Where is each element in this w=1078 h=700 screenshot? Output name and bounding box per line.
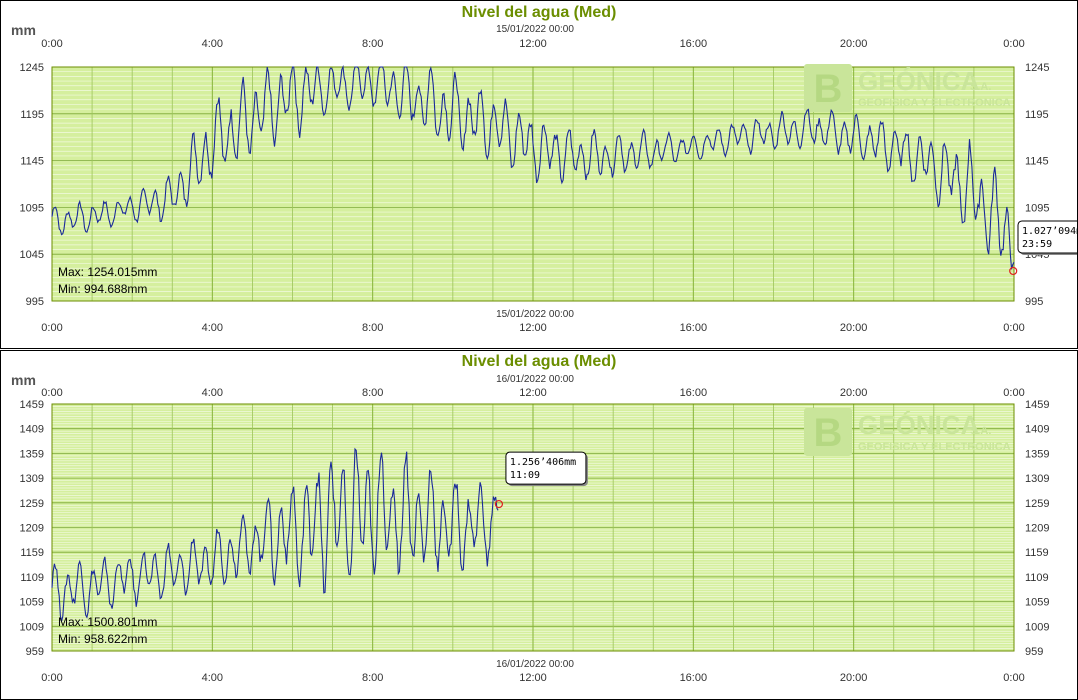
chart-1-y-tick-right: 1095 xyxy=(1025,202,1049,214)
chart-2-x-tick-bottom: 12:00 xyxy=(519,672,547,684)
chart-1-tooltip-marker xyxy=(1009,266,1018,276)
chart-2-y-tick-right: 1309 xyxy=(1025,473,1049,485)
chart-1-y-tick-right: 1245 xyxy=(1025,62,1049,74)
chart-2-y-tick-right: 1409 xyxy=(1025,424,1049,436)
chart-2-watermark-suffix: S.A. xyxy=(970,425,991,437)
chart-2-y-tick-left: 1159 xyxy=(20,547,44,559)
chart-2-y-tick-left: 1209 xyxy=(20,523,44,535)
chart-2-tooltip-box xyxy=(505,451,587,485)
chart-2-svg: Nivel del agua (Med) mm 16/01/2022 00:00 16… xyxy=(11,353,1049,684)
chart-1-x-tick-top: 16:00 xyxy=(680,38,708,50)
chart-2-y-tick-left: 959 xyxy=(26,646,44,658)
chart-panel-2: Nivel del agua (Med) mm 16/01/2022 00:00 16… xyxy=(0,350,1078,700)
chart-1-x-tick-top: 0:00 xyxy=(1003,38,1024,50)
chart-2-date-label-top: 16/01/2022 00:00 xyxy=(496,374,574,385)
chart-1-tooltip-time: 23:59 xyxy=(1022,239,1052,250)
chart-1-date-label-bottom: 15/01/2022 00:00 xyxy=(496,309,574,320)
chart-2-y-tick-right: 1009 xyxy=(1025,621,1049,633)
chart-1-y-tick-left: 1195 xyxy=(20,109,44,121)
chart-1-x-tick-top: 12:00 xyxy=(519,38,547,50)
chart-1-watermark-tagline: GEOFISICA Y ELECTRONICA xyxy=(858,97,1011,109)
chart-2-watermark-brand: GEÓNICA xyxy=(858,410,980,440)
chart-1-y-tick-left: 1045 xyxy=(20,249,44,261)
chart-2-y-tick-right: 1359 xyxy=(1025,448,1049,460)
chart-2-x-tick-bottom: 0:00 xyxy=(1003,672,1024,684)
chart-2-y-tick-right: 1059 xyxy=(1025,597,1049,609)
chart-2-y-tick-right: 1259 xyxy=(1025,498,1049,510)
chart-2-y-tick-right: 1109 xyxy=(1025,572,1049,584)
chart-1-y-tick-right: 995 xyxy=(1025,296,1043,308)
chart-1-x-tick-top: 4:00 xyxy=(202,38,223,50)
chart-1-date-label-top: 15/01/2022 00:00 xyxy=(496,24,574,35)
chart-2-date-label-bottom: 16/01/2022 00:00 xyxy=(496,659,574,670)
chart-2-y-tick-right: 1209 xyxy=(1025,523,1049,535)
chart-1-tooltip-value: 1.027’094mm xyxy=(1022,226,1077,237)
chart-1-plot-border xyxy=(51,66,1015,302)
chart-1-x-tick-top: 20:00 xyxy=(840,38,868,50)
chart-1-x-tick-bottom: 0:00 xyxy=(1003,322,1024,334)
chart-2-stat-min: Min: 958.622mm xyxy=(58,632,147,646)
chart-2-watermark-logo-letter: B xyxy=(814,411,843,455)
chart-2-y-tick-left: 1259 xyxy=(20,498,44,510)
chart-2-y-tick-left: 1009 xyxy=(20,621,44,633)
chart-2-series-line-0 xyxy=(51,447,499,622)
chart-1-watermark-logo-letter: B xyxy=(814,67,843,111)
chart-1-y-tick-left: 1245 xyxy=(20,62,44,74)
chart-2-y-tick-left: 1459 xyxy=(20,399,44,411)
chart-1-x-tick-bottom: 16:00 xyxy=(680,322,708,334)
chart-2-x-tick-top: 0:00 xyxy=(41,387,62,399)
chart-2-x-tick-top: 4:00 xyxy=(202,387,223,399)
chart-2-tooltip-value: 1.256’406mm xyxy=(510,457,576,468)
chart-1-x-tick-bottom: 4:00 xyxy=(202,322,223,334)
chart-2-x-tick-bottom: 16:00 xyxy=(680,672,708,684)
chart-1-x-tick-bottom: 12:00 xyxy=(519,322,547,334)
chart-1-x-tick-bottom: 20:00 xyxy=(840,322,868,334)
chart-2-stat-max: Max: 1500.801mm xyxy=(58,615,157,629)
chart-1-svg: Nivel del agua (Med) mm 15/01/2022 00:00 15… xyxy=(11,4,1077,334)
chart-2-x-tick-top: 0:00 xyxy=(1003,387,1024,399)
chart-1-title: Nivel del agua (Med) xyxy=(462,4,617,21)
chart-panel-1: Nivel del agua (Med) mm 15/01/2022 00:00 15… xyxy=(0,0,1078,349)
chart-1-y-tick-right: 1195 xyxy=(1025,109,1049,121)
chart-2-x-tick-top: 12:00 xyxy=(519,387,547,399)
chart-2-x-tick-top: 20:00 xyxy=(840,387,868,399)
chart-2-tooltip-time: 11:09 xyxy=(510,470,540,481)
chart-2-watermark-logo xyxy=(804,408,852,456)
chart-2-y-tick-right: 959 xyxy=(1025,646,1043,658)
chart-2-y-tick-left: 1409 xyxy=(20,424,44,436)
chart-1-unit-label: mm xyxy=(11,22,36,38)
chart-2-x-tick-bottom: 20:00 xyxy=(840,672,868,684)
chart-2-x-tick-bottom: 8:00 xyxy=(362,672,383,684)
chart-2-unit-label: mm xyxy=(11,372,36,388)
chart-2-x-tick-top: 16:00 xyxy=(680,387,708,399)
chart-1-y-tick-left: 1095 xyxy=(20,202,44,214)
chart-2-watermark-tagline: GEOFISICA Y ELECTRONICA xyxy=(858,441,1011,453)
chart-2-y-tick-right: 1159 xyxy=(1025,547,1049,559)
chart-2-title: Nivel del agua (Med) xyxy=(462,353,617,370)
chart-1-x-tick-bottom: 8:00 xyxy=(362,322,383,334)
chart-2-y-tick-left: 1309 xyxy=(20,473,44,485)
chart-1-y-tick-right: 1145 xyxy=(1025,156,1049,168)
chart-2-y-tick-left: 1059 xyxy=(20,597,44,609)
chart-2-plot-border xyxy=(51,403,1015,652)
chart-1-y-tick-left: 995 xyxy=(26,296,44,308)
chart-1-watermark-brand: GEÓNICA xyxy=(858,66,980,96)
chart-1-watermark-logo xyxy=(804,64,852,112)
chart-1-x-tick-bottom: 0:00 xyxy=(41,322,62,334)
chart-1-y-tick-left: 1145 xyxy=(20,156,44,168)
chart-2-y-tick-right: 1459 xyxy=(1025,399,1049,411)
chart-1-x-tick-top: 0:00 xyxy=(41,38,62,50)
chart-1-x-tick-top: 8:00 xyxy=(362,38,383,50)
chart-1-watermark-suffix: S.A. xyxy=(970,81,991,93)
chart-1-stat-min: Min: 994.688mm xyxy=(58,282,147,296)
chart-2-y-tick-left: 1359 xyxy=(20,448,44,460)
chart-2-x-tick-top: 8:00 xyxy=(362,387,383,399)
chart-2-x-tick-bottom: 0:00 xyxy=(41,672,62,684)
chart-2-y-tick-left: 1109 xyxy=(20,572,44,584)
chart-2-tooltip-marker xyxy=(494,499,504,509)
chart-2-x-tick-bottom: 4:00 xyxy=(202,672,223,684)
chart-1-stat-max: Max: 1254.015mm xyxy=(58,265,157,279)
chart-1-series-line-0 xyxy=(51,64,1015,270)
chart-1-tooltip-box xyxy=(1017,220,1077,254)
